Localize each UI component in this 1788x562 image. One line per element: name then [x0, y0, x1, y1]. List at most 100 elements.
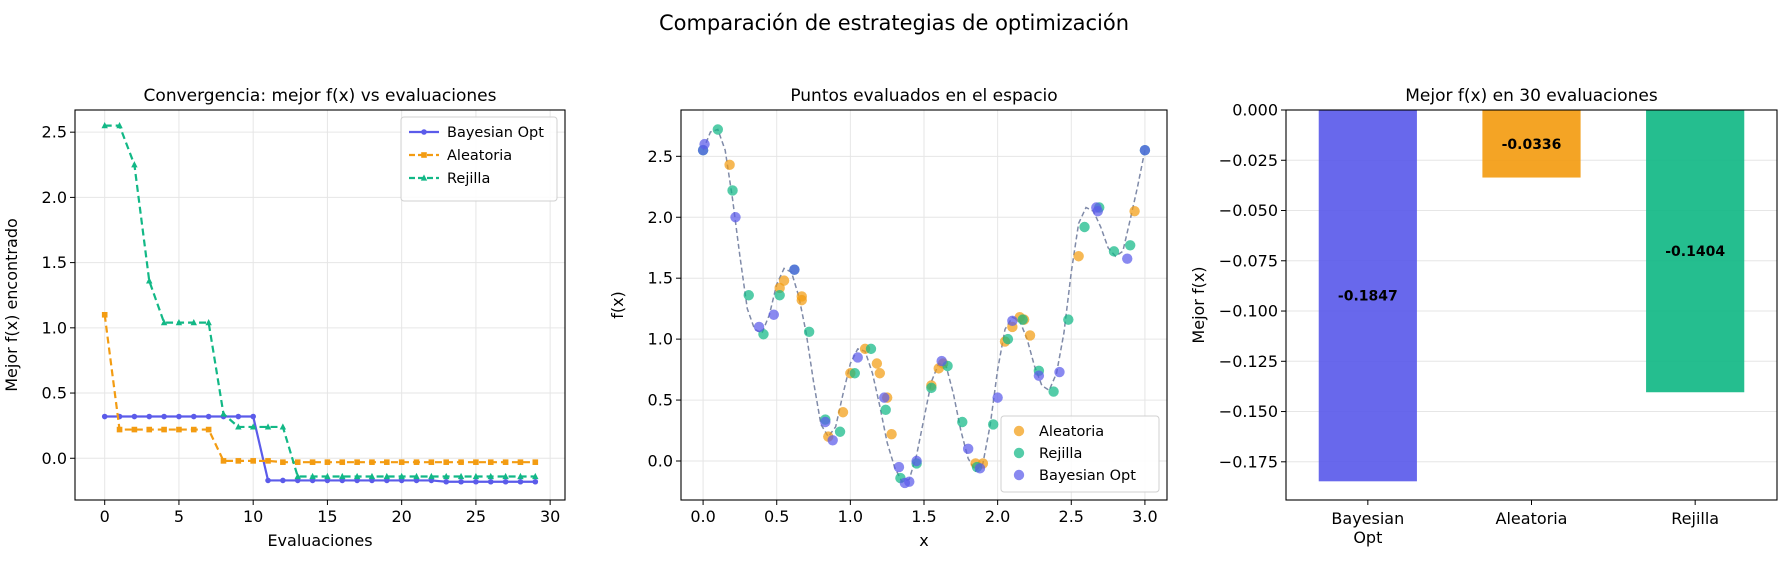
data-point	[473, 459, 479, 465]
scatter-point	[911, 455, 922, 467]
data-point	[309, 459, 316, 465]
scatter-point	[796, 294, 807, 306]
data-point	[294, 459, 301, 465]
data-point	[175, 319, 183, 326]
scatter-point	[724, 159, 735, 171]
data-point	[413, 459, 420, 465]
data-point	[413, 472, 420, 480]
y-tick-label: 2.0	[648, 208, 673, 227]
data-point	[131, 426, 138, 433]
data-point	[235, 458, 242, 464]
data-point	[368, 472, 376, 480]
data-point	[517, 472, 524, 480]
data-point	[235, 423, 242, 430]
data-point	[161, 413, 167, 420]
y-axis-label: Mejor f(x) encontrado	[2, 218, 21, 392]
x-tick-label: Bayesian	[1331, 509, 1404, 528]
data-point	[428, 459, 435, 465]
y-axis-label: f(x)	[608, 291, 627, 319]
y-tick-label: 1.0	[648, 330, 673, 349]
y-tick-label: −0.175	[1219, 452, 1278, 471]
scatter-point	[962, 443, 974, 455]
y-tick-label: 0.5	[648, 391, 673, 410]
scatter-point	[699, 138, 710, 150]
scatter-point	[789, 264, 800, 275]
scatter-point	[774, 290, 785, 301]
y-tick-label: 1.5	[42, 253, 67, 272]
data-point	[249, 423, 257, 430]
x-axis-label: Evaluaciones	[267, 531, 372, 550]
x-tick-label: 3.0	[1132, 507, 1157, 526]
data-point	[205, 426, 212, 433]
legend-marker	[421, 152, 427, 158]
data-point	[517, 478, 524, 485]
scatter-point	[1108, 246, 1120, 257]
scatter-point	[936, 355, 947, 367]
scatter-point	[730, 212, 741, 223]
data-point	[146, 277, 153, 284]
scatter-point	[1079, 221, 1090, 233]
data-point	[353, 472, 361, 480]
data-point	[220, 458, 227, 464]
scatter-point	[992, 392, 1003, 403]
scatter-point	[926, 382, 937, 394]
legend-label: Aleatoria	[1039, 424, 1104, 440]
legend-label: Bayesian Opt	[1039, 468, 1136, 484]
scatter-point	[871, 358, 883, 369]
y-tick-label: 2.0	[42, 188, 67, 207]
scatter-point	[988, 419, 999, 430]
chart-title: Convergencia: mejor f(x) vs evaluaciones	[144, 86, 497, 106]
data-point	[205, 319, 212, 326]
data-point	[443, 478, 450, 485]
data-point	[176, 413, 182, 420]
data-point	[458, 459, 464, 465]
scatter-point	[778, 275, 790, 286]
scatter-point	[957, 416, 968, 428]
evaluated-points-chart: Puntos evaluados en el espacio 0.0 0.5 1.0 1…	[608, 86, 1168, 550]
y-axis-label: Mejor f(x)	[1189, 266, 1208, 343]
x-axis-label: x	[919, 531, 928, 550]
data-point	[146, 426, 153, 433]
x-tick-label: 0.5	[764, 507, 789, 526]
y-tick-label: −0.150	[1219, 402, 1278, 421]
data-point	[324, 459, 331, 465]
legend-label: Bayesian Opt	[447, 125, 544, 141]
y-tick-label: 0.0	[42, 449, 67, 468]
data-point	[146, 413, 153, 420]
y-tick-label: −0.025	[1219, 151, 1278, 170]
x-tick-label: 30	[540, 507, 560, 526]
bar-value-label: -0.1847	[1338, 289, 1398, 305]
legend-label: Aleatoria	[447, 148, 512, 164]
data-point	[502, 459, 509, 465]
x-tick-label: 2.5	[1059, 507, 1084, 526]
scatter-point	[820, 416, 831, 428]
figure-suptitle: Comparación de estrategias de optimizaci…	[659, 11, 1129, 35]
data-point	[443, 472, 450, 480]
legend-label: Rejilla	[1039, 446, 1082, 462]
scatter-point	[827, 435, 838, 446]
data-point	[190, 426, 197, 433]
scatter-point	[803, 326, 815, 338]
scatter-point	[1002, 333, 1014, 345]
axes-frame	[74, 109, 566, 501]
axes-frame	[1285, 109, 1778, 501]
data-point	[428, 472, 435, 480]
x-tick-label: 1.0	[838, 507, 863, 526]
data-point	[502, 478, 509, 485]
series-line-aleatoria	[103, 314, 536, 464]
data-point	[250, 413, 256, 420]
x-tick-label: Rejilla	[1671, 509, 1719, 528]
scatter-point	[1048, 386, 1059, 397]
scatter-point	[874, 368, 886, 379]
y-tick-label: 1.5	[648, 269, 673, 288]
scatter-point	[837, 407, 849, 418]
scatter-point	[712, 124, 724, 135]
data-point	[457, 472, 465, 480]
x-tick-label: 0.0	[690, 507, 715, 526]
bar	[1318, 110, 1417, 482]
y-tick-label: −0.075	[1219, 251, 1278, 270]
x-tick-label: 0	[100, 507, 110, 526]
data-point	[250, 458, 256, 464]
data-point	[354, 459, 360, 465]
